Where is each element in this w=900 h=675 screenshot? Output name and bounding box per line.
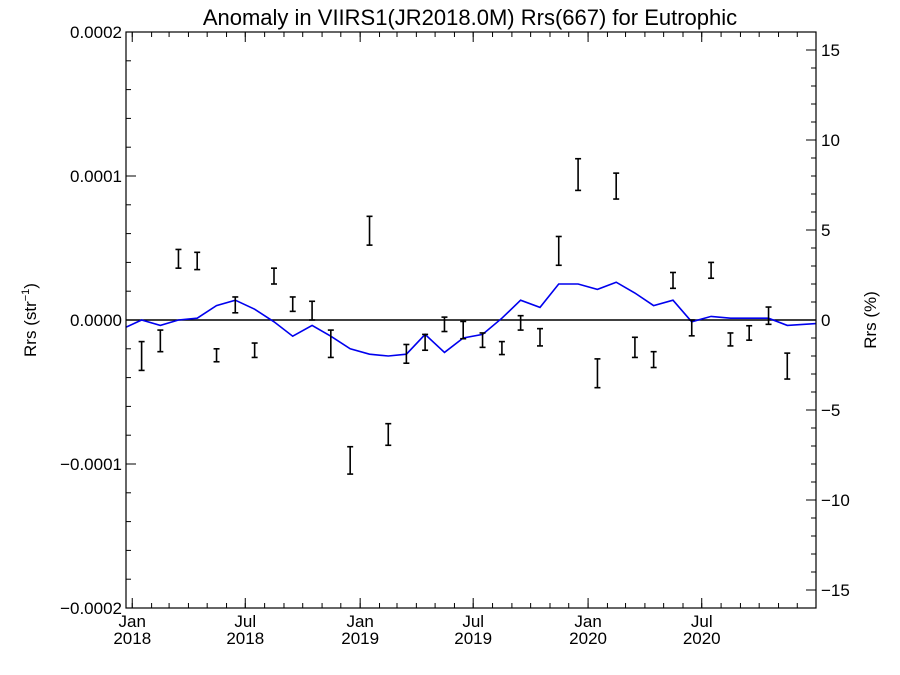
x-tick-month: Jan xyxy=(119,612,146,631)
chart-title: Anomaly in VIIRS1(JR2018.0M) Rrs(667) fo… xyxy=(203,5,737,30)
right-tick-label: 0 xyxy=(821,311,830,330)
x-tick-year: 2020 xyxy=(683,629,721,648)
left-tick-label: 0.0002 xyxy=(70,23,122,42)
x-tick-month: Jan xyxy=(346,612,373,631)
right-tick-label: 10 xyxy=(821,131,840,150)
plot-frame xyxy=(125,31,817,609)
right-tick-label: 15 xyxy=(821,41,840,60)
x-tick-year: 2018 xyxy=(226,629,264,648)
x-tick-year: 2019 xyxy=(341,629,379,648)
x-tick-month: Jul xyxy=(462,612,484,631)
x-tick-month: Jan xyxy=(574,612,601,631)
left-tick-label: 0.0000 xyxy=(70,311,122,330)
left-tick-label: −0.0002 xyxy=(60,599,122,618)
plot-area: 0.0002 0.0001 0.0000 −0.0001 −0.0002 15 10 5 0 −5… xyxy=(60,23,850,648)
right-tick-label: −15 xyxy=(821,581,850,600)
left-axis-label: Rrs (str−1) xyxy=(20,283,40,357)
x-tick-year: 2020 xyxy=(569,629,607,648)
x-tick-month: Jul xyxy=(234,612,256,631)
right-axis-label: Rrs (%) xyxy=(861,291,880,349)
left-tick-label: −0.0001 xyxy=(60,455,122,474)
x-tick-month: Jul xyxy=(691,612,713,631)
x-tick-year: 2018 xyxy=(113,629,151,648)
left-tick-label: 0.0001 xyxy=(70,167,122,186)
right-tick-label: −10 xyxy=(821,491,850,510)
right-tick-label: −5 xyxy=(821,401,840,420)
x-tick-year: 2019 xyxy=(454,629,492,648)
percent-anomaly-line xyxy=(125,281,817,357)
right-tick-label: 5 xyxy=(821,221,830,240)
